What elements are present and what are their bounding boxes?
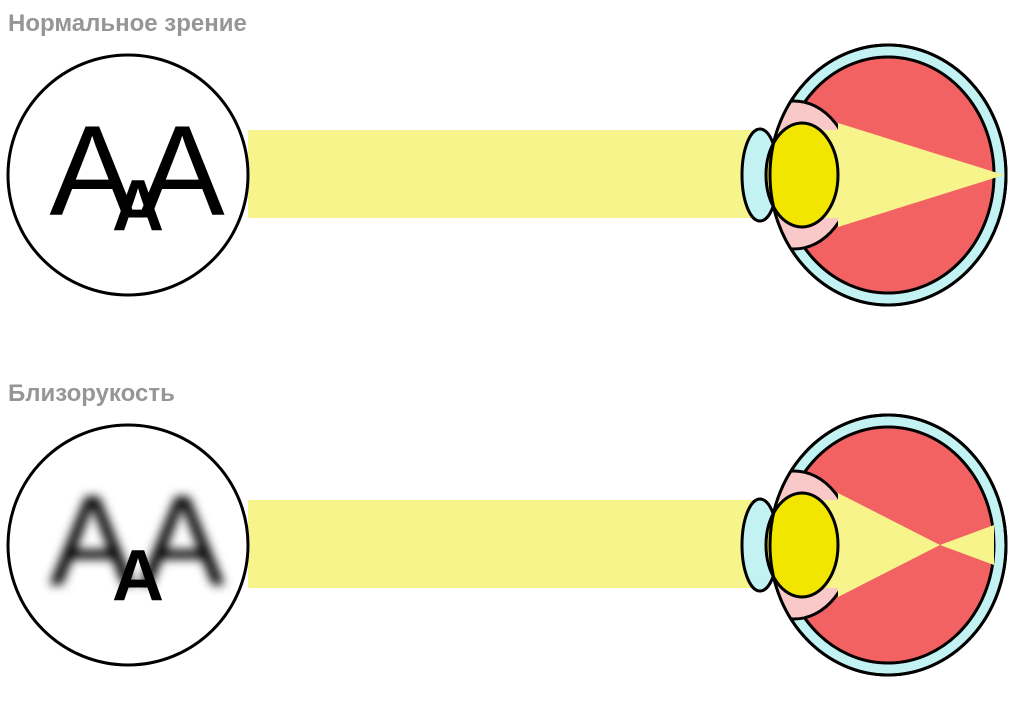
diagram-stage: Нормальное зрение Близорукость AAAAAA [0, 0, 1022, 724]
label-normal-text: Нормальное зрение [8, 10, 247, 37]
label-normal-vision: Нормальное зрение [8, 10, 247, 38]
label-myopia-text: Близорукость [8, 380, 175, 407]
svg-text:A: A [112, 166, 164, 246]
diagram-svg: AAAAAA [0, 0, 1022, 724]
label-myopia: Близорукость [8, 380, 175, 408]
svg-text:A: A [112, 536, 164, 616]
